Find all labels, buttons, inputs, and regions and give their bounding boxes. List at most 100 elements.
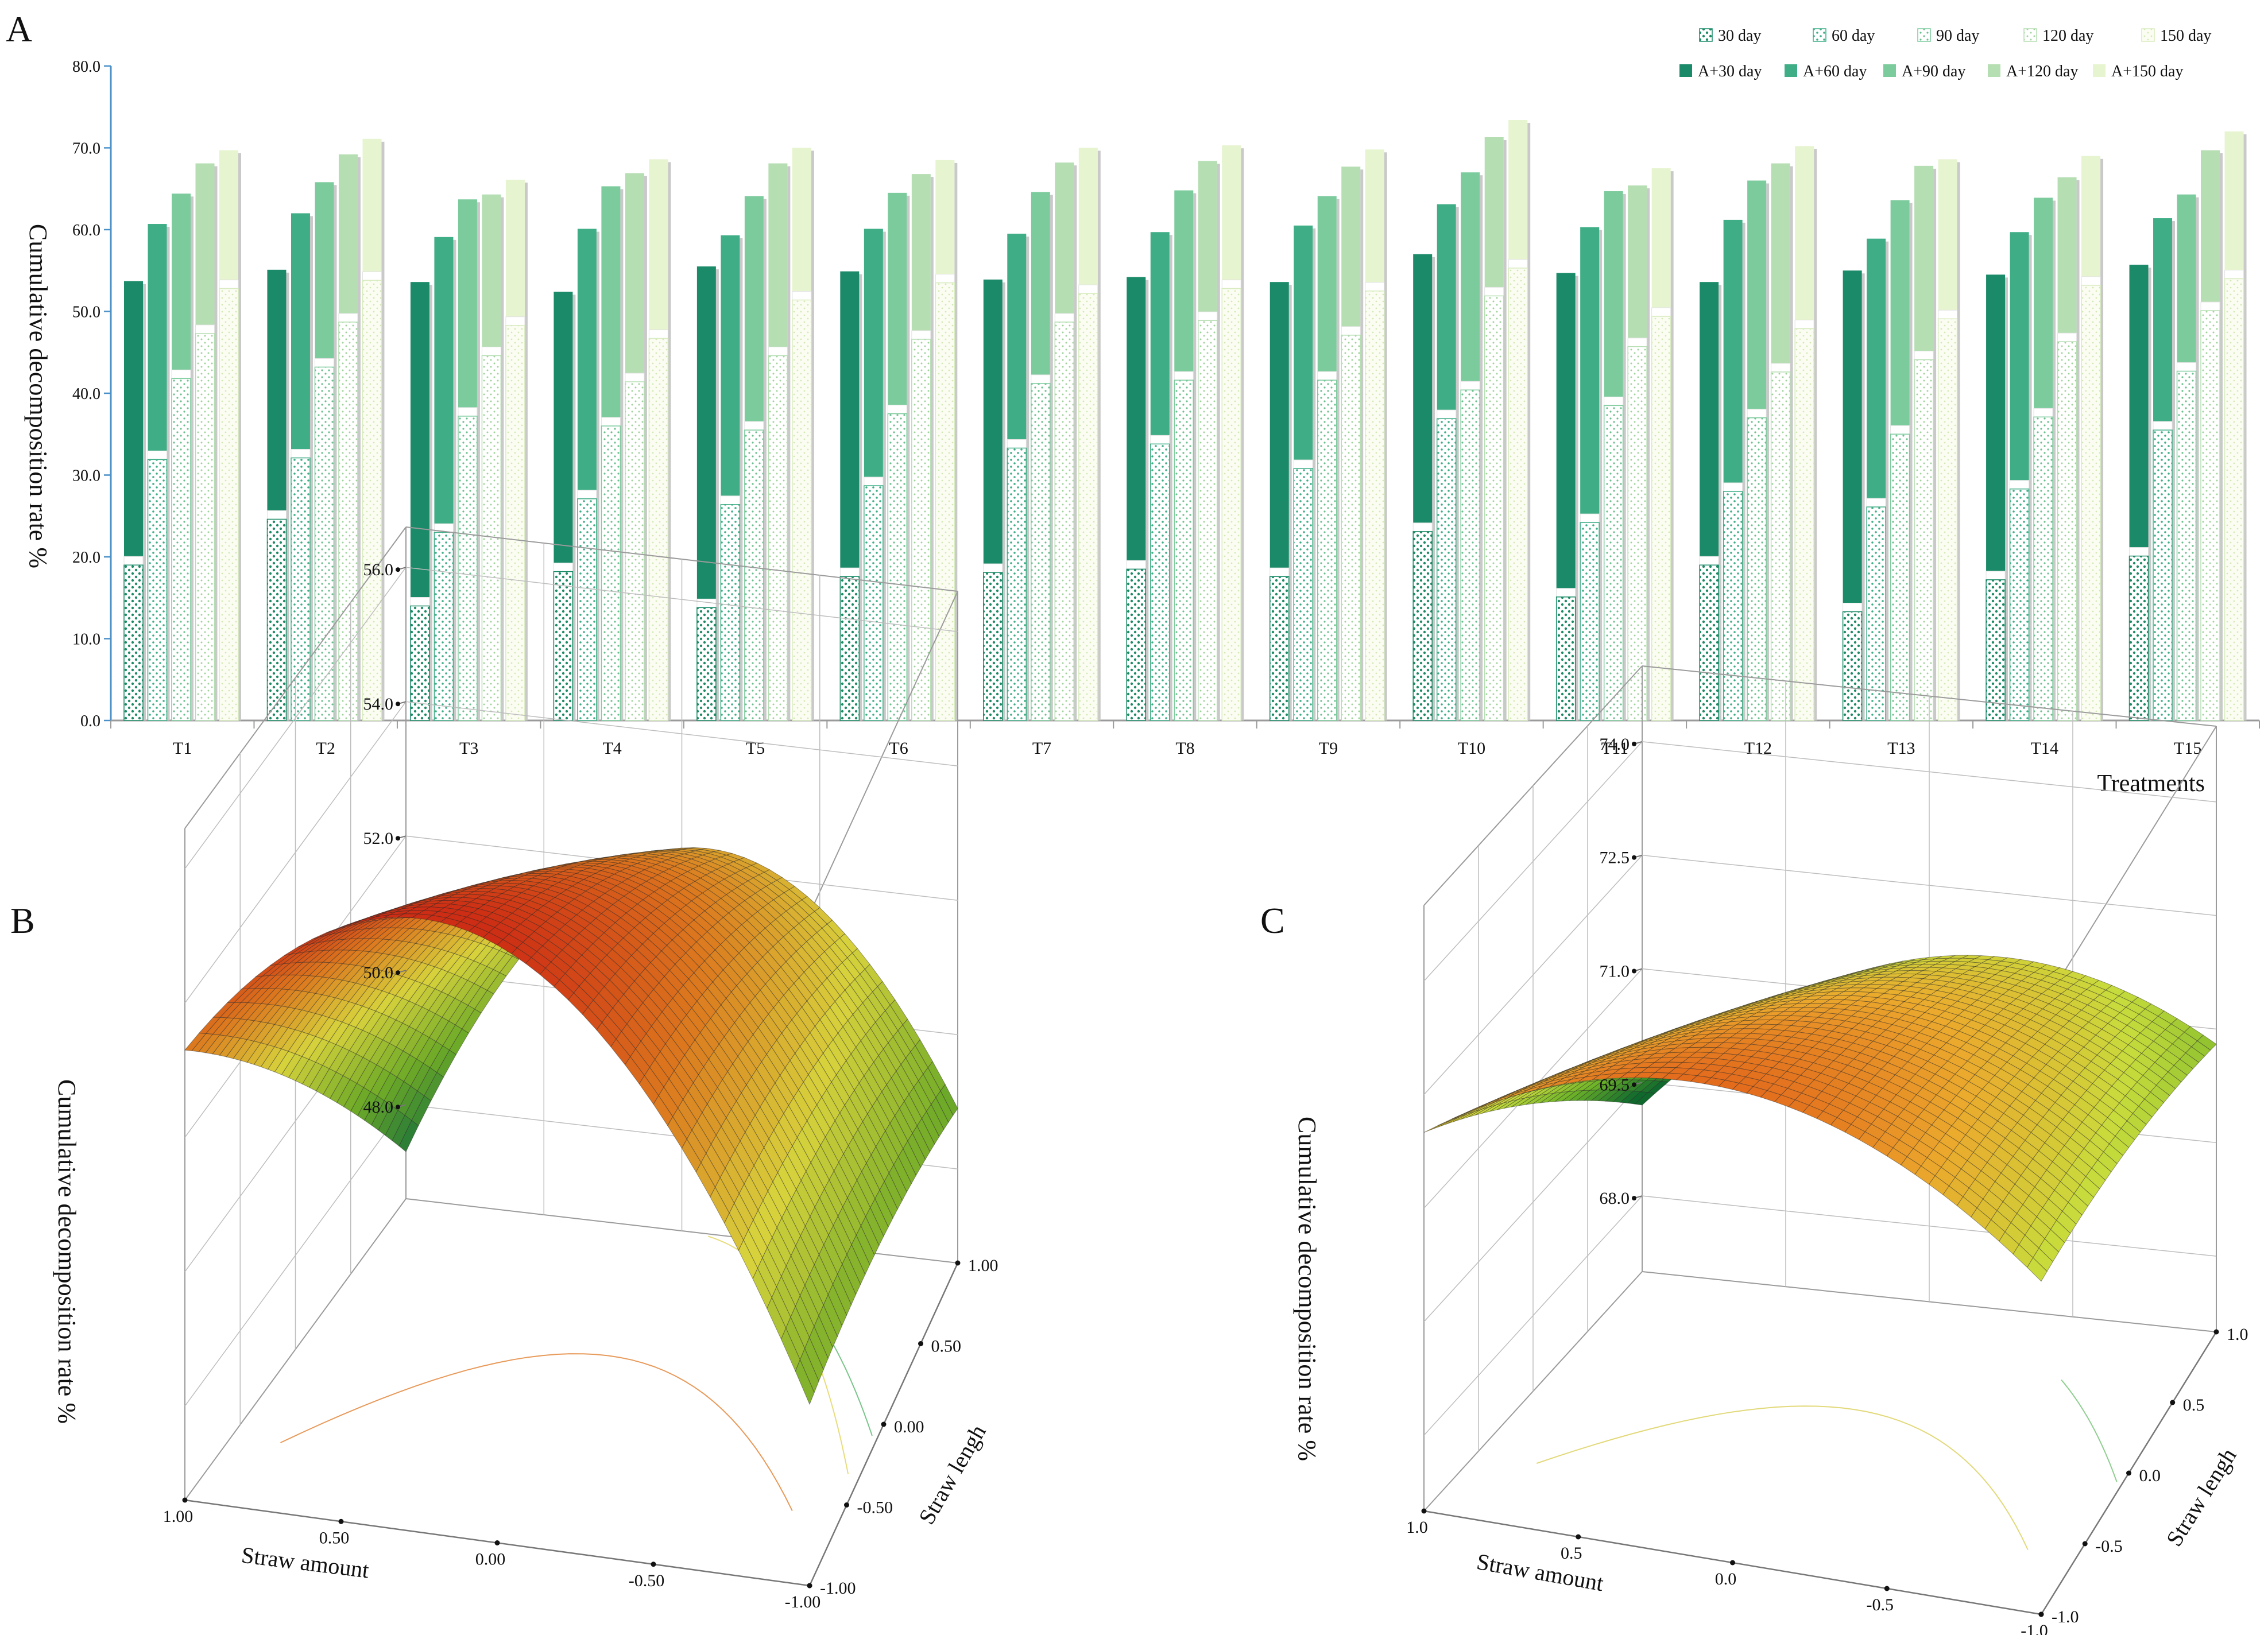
bar-150-day (362, 280, 382, 721)
y-tick-label: 1.00 (968, 1256, 998, 1275)
y-tick-dot (2126, 1470, 2131, 1476)
legend-label: A+120 day (2006, 63, 2078, 80)
z-tick-label: 54.0 (363, 695, 394, 714)
bar-separator (2033, 408, 2053, 417)
bar-separator (219, 280, 239, 289)
bar-separator (1126, 560, 1146, 569)
bar-shadow (1145, 280, 1149, 720)
bar-accumulated-a-30-day (2129, 265, 2149, 548)
legend-item-90-day: 90 day (1917, 27, 1979, 45)
bar-30-day (696, 607, 717, 721)
bar-shadow (715, 269, 719, 720)
y-tick-dot (2082, 1541, 2088, 1547)
bar-accumulated-a-90-day (888, 192, 907, 405)
bar-shadow (1814, 149, 1817, 720)
bar-shadow (453, 239, 456, 720)
legend-label: A+150 day (2111, 63, 2183, 80)
bar-accumulated-a-60-day (2010, 232, 2029, 481)
bar-accumulated-a-60-day (721, 235, 740, 496)
surface-patch (823, 1293, 842, 1338)
y-tick-dot (2213, 1329, 2219, 1335)
bar-accumulated-a-150-day (792, 148, 811, 292)
x-tick-label: T4 (602, 739, 621, 758)
y-tick-label: 30.0 (72, 467, 100, 485)
x-tick-label: T1 (173, 739, 192, 758)
bar-separator (839, 567, 860, 577)
bar-accumulated-a-150-day (1078, 148, 1098, 285)
surface-patch (809, 1326, 829, 1371)
bar-shadow (2100, 158, 2104, 720)
bar-accumulated-a-30-day (554, 292, 573, 563)
bar-separator (1914, 351, 1934, 361)
bar-separator (314, 358, 334, 367)
bar-accumulated-a-60-day (434, 237, 454, 524)
bar-accumulated-a-60-day (291, 213, 310, 450)
bar-separator (458, 407, 478, 417)
x-ticks: 1.0 0.5 0.0 -0.5 -1.0 (1406, 1508, 2048, 1635)
surface-patch (884, 1172, 903, 1210)
bar-shadow (1360, 169, 1364, 720)
box-edge (809, 591, 958, 915)
legend-label: A+90 day (1902, 63, 1965, 80)
bar-accumulated-a-30-day (1413, 254, 1433, 523)
bar-shadow (811, 150, 814, 720)
bar-separator (2081, 276, 2101, 286)
bar-separator (935, 274, 955, 284)
x-tick-label: T2 (316, 739, 335, 758)
y-tick-label: 1.0 (2227, 1325, 2248, 1344)
surface-patch (2085, 1168, 2106, 1190)
bar-separator (266, 510, 287, 520)
y-tick-label: 50.0 (72, 304, 100, 321)
bar-shadow (1933, 168, 1937, 721)
x-tick-dot (182, 1497, 188, 1503)
surface-patch (2168, 1065, 2188, 1083)
bar-30-day (983, 572, 1003, 721)
bar-shadow (238, 153, 241, 720)
y-tick-label: 0.0 (2139, 1466, 2161, 1485)
grid-line (1423, 1195, 1643, 1436)
bar-separator (1484, 286, 1504, 296)
x-tick-label: T6 (889, 739, 908, 758)
bars (123, 120, 2247, 721)
bar-separator (1437, 409, 1457, 419)
bar-90-day (314, 366, 335, 721)
bar-accumulated-a-60-day (864, 228, 883, 478)
wireframe-box (1423, 665, 2217, 1615)
bar-60-day (2153, 429, 2173, 721)
bar-150-day (792, 299, 812, 721)
bar-shadow (1670, 171, 1674, 720)
bar-shadow (1480, 175, 1483, 720)
bar-shadow (1957, 162, 1960, 720)
x-tick-label: 1.0 (1406, 1518, 1428, 1537)
bar-150-day (935, 282, 955, 721)
bar-separator (792, 291, 812, 301)
grid-line (1423, 741, 1643, 982)
bar-separator (1198, 311, 1218, 321)
bar-shadow (1097, 150, 1101, 720)
bar-150-day (1221, 288, 1242, 721)
bar-shadow (381, 141, 385, 720)
bar-accumulated-a-30-day (1986, 274, 2006, 571)
surface-patch (814, 1315, 833, 1359)
z-tick-label: 52.0 (363, 829, 394, 848)
contour-lines (1536, 1379, 2118, 1550)
wireframe-box (184, 526, 959, 1587)
bar-accumulated-a-30-day (840, 271, 860, 568)
x-axis-label: Straw amount (240, 1542, 370, 1583)
bar-120-day (768, 355, 788, 721)
bar-accumulated-a-30-day (1127, 277, 1146, 561)
bar-shadow (1169, 235, 1172, 720)
bar-separator (1508, 259, 1528, 269)
z-tick-label: 68.0 (1600, 1189, 1630, 1208)
bar-shadow (620, 189, 624, 721)
bar-shadow (1599, 230, 1603, 721)
bar-separator (744, 421, 764, 431)
legend-swatch (2141, 28, 2155, 42)
bar-shadow (191, 196, 193, 720)
bar-separator (1031, 374, 1051, 384)
bar-accumulated-a-150-day (1938, 159, 1957, 311)
bar-shadow (1313, 228, 1316, 720)
bar-90-day (1031, 383, 1051, 721)
bar-30-day (410, 605, 430, 721)
surface-patch (818, 1304, 838, 1349)
